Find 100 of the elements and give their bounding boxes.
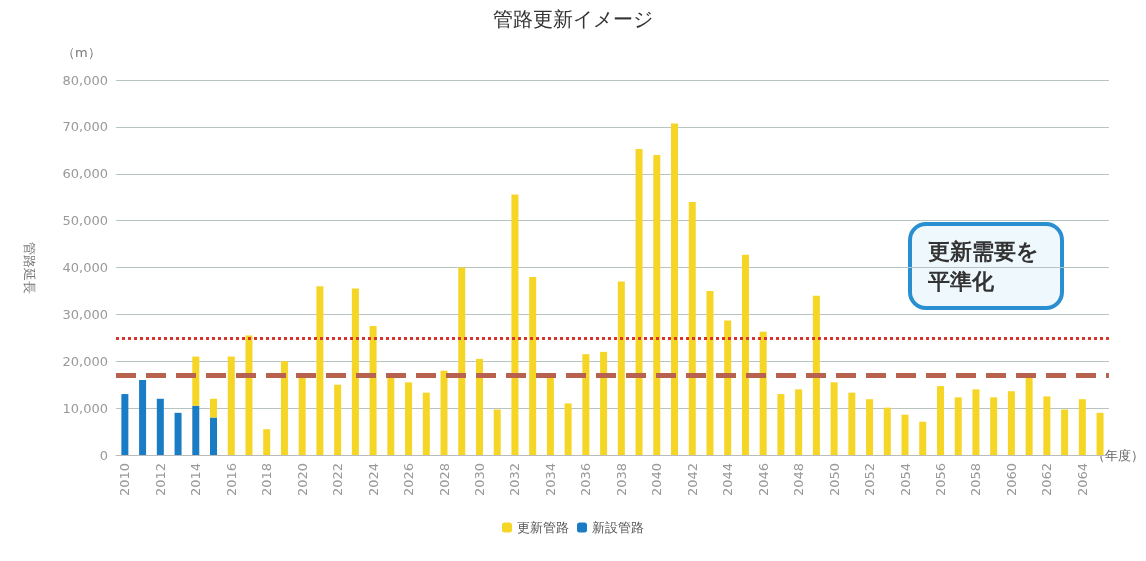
bar xyxy=(511,194,519,455)
x-tick-label: 2028 xyxy=(436,463,452,497)
bar xyxy=(440,370,448,455)
x-tick-label: 2012 xyxy=(152,463,168,497)
bar xyxy=(192,356,200,406)
x-tick-label: 2018 xyxy=(259,463,275,497)
x-tick-label: 2038 xyxy=(613,463,629,497)
bar xyxy=(635,148,643,455)
bar xyxy=(777,394,785,455)
x-tick-label: 2040 xyxy=(649,463,665,497)
bar xyxy=(1043,396,1051,455)
annotation: 更新需要を平準化 xyxy=(927,238,1039,294)
x-tick-label: 2030 xyxy=(471,463,487,497)
legend-label: 更新管路 xyxy=(517,520,569,535)
bar xyxy=(493,409,501,455)
y-tick-label: 60,000 xyxy=(62,166,108,182)
bar xyxy=(227,356,235,455)
bar xyxy=(617,281,625,455)
x-tick-label: 2044 xyxy=(720,463,736,497)
bar xyxy=(759,331,767,455)
x-tick-label: 2046 xyxy=(755,463,771,497)
bar xyxy=(706,290,714,455)
x-tick-label: 2016 xyxy=(223,463,239,497)
bar xyxy=(458,267,466,455)
bar xyxy=(121,394,129,455)
text: （m） xyxy=(62,45,101,60)
bar xyxy=(263,429,271,455)
bar xyxy=(848,392,856,455)
bar xyxy=(901,414,909,455)
bar xyxy=(671,123,679,455)
y-tick-label: 40,000 xyxy=(62,260,108,275)
bar xyxy=(936,386,944,455)
bar xyxy=(972,389,980,455)
x-tick-label: 2048 xyxy=(791,463,807,497)
bar xyxy=(919,421,927,455)
bar xyxy=(351,288,359,455)
x-tick-label: 2064 xyxy=(1074,463,1090,497)
bar xyxy=(334,384,342,455)
bar xyxy=(990,397,998,455)
x-tick-label: 2032 xyxy=(507,463,523,497)
bar xyxy=(1061,409,1069,455)
x-tick-label: 2034 xyxy=(542,463,558,497)
x-tick-label: 2014 xyxy=(188,463,204,497)
x-tick-label: 2058 xyxy=(968,463,984,497)
bar xyxy=(724,320,732,455)
bar xyxy=(139,380,147,455)
bar xyxy=(812,295,820,455)
bar xyxy=(369,326,377,455)
bar xyxy=(600,351,608,455)
bar xyxy=(1078,399,1086,455)
bar xyxy=(245,335,253,455)
x-tick-label: 2036 xyxy=(578,463,594,497)
bar xyxy=(741,254,749,455)
bar xyxy=(883,407,891,455)
bar xyxy=(954,397,962,455)
x-tick-label: 2026 xyxy=(401,463,417,497)
bar xyxy=(280,361,288,455)
bar xyxy=(529,276,537,455)
chart-title: 管路更新イメージ xyxy=(493,7,653,31)
bar xyxy=(210,398,218,418)
bar xyxy=(387,375,395,455)
bar xyxy=(316,286,324,455)
bar xyxy=(1096,412,1104,455)
x-tick-label: 2042 xyxy=(684,463,700,497)
x-tick-label: 2050 xyxy=(826,463,842,497)
bar xyxy=(866,399,874,455)
legend-label: 新設管路 xyxy=(592,520,644,535)
bar xyxy=(210,417,218,455)
y-tick-label: 70,000 xyxy=(62,119,108,135)
bar xyxy=(688,201,696,455)
x-tick-label: 2060 xyxy=(1003,463,1019,497)
x-tick-label: 2062 xyxy=(1039,463,1055,497)
bar xyxy=(564,403,572,455)
x-tick-label: 2052 xyxy=(862,463,878,497)
x-tick-label: 2056 xyxy=(932,463,948,497)
x-tick-label: 2020 xyxy=(294,463,310,497)
x-tick-label: 2022 xyxy=(330,463,346,497)
bar xyxy=(156,398,164,455)
y-tick-label: 0 xyxy=(99,447,108,463)
bar xyxy=(174,412,182,455)
y-tick-label: 10,000 xyxy=(62,400,108,416)
bar xyxy=(475,358,483,455)
x-tick-label: 2010 xyxy=(117,463,133,497)
bar xyxy=(192,405,200,455)
x-tick-label: 2054 xyxy=(897,463,913,497)
bar xyxy=(582,354,590,455)
bar xyxy=(653,155,661,455)
y-tick-label: 80,000 xyxy=(62,72,108,88)
bar xyxy=(1025,377,1033,455)
bar xyxy=(405,382,413,455)
y-tick-label: 30,000 xyxy=(62,306,108,322)
bar xyxy=(795,389,803,455)
x-tick-label: 2024 xyxy=(365,463,381,497)
bar xyxy=(830,382,838,455)
bar xyxy=(298,375,306,455)
y-tick-label: 20,000 xyxy=(62,353,108,369)
y-tick-label: 50,000 xyxy=(62,213,108,229)
y-axis-title: 管路延長 xyxy=(22,241,37,294)
bar xyxy=(1007,391,1015,455)
bar xyxy=(422,392,430,455)
